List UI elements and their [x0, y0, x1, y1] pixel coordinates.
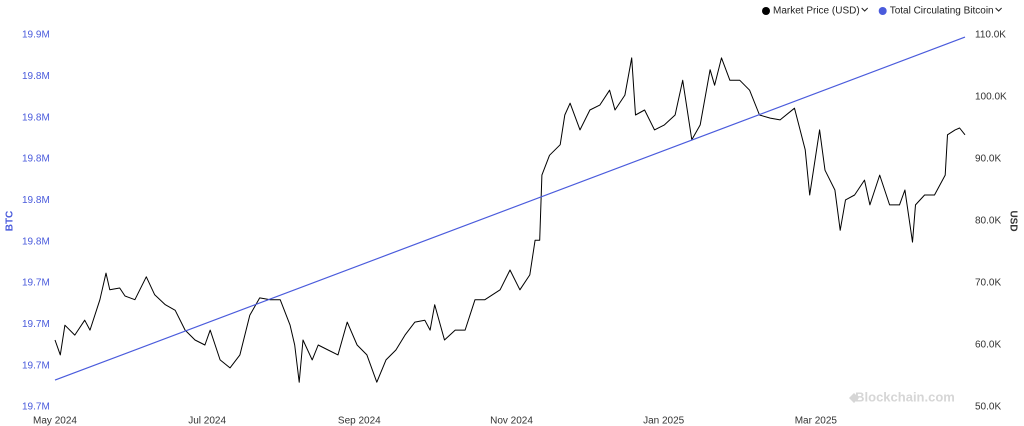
watermark-icon: [849, 393, 859, 403]
y-tick-label: 19.8M: [22, 71, 50, 82]
y2-tick-label: 60.0K: [975, 340, 1001, 351]
y2-tick-label: 110.0K: [975, 30, 1006, 41]
x-tick-label: Jan 2025: [643, 416, 685, 426]
y-tick-label: 19.7M: [22, 360, 50, 371]
x-tick-label: Sep 2024: [338, 416, 381, 426]
y-tick-label: 19.7M: [22, 278, 50, 289]
y-tick-label: 19.7M: [22, 402, 50, 413]
legend-chevron: [861, 7, 869, 12]
legend-label: Market Price (USD): [773, 6, 860, 17]
y-tick-label: 19.8M: [22, 236, 50, 247]
y-tick-label: 19.8M: [22, 195, 50, 206]
y2-axis-title: USD: [1007, 210, 1018, 231]
legend-chevron: [995, 7, 1002, 12]
y2-tick-label: 90.0K: [975, 154, 1001, 165]
legend-item[interactable]: Total Circulating Bitcoin: [878, 6, 1002, 17]
line-series: [54, 57, 966, 383]
y2-tick-label: 50.0K: [975, 402, 1001, 413]
x-tick-label: Nov 2024: [490, 416, 533, 426]
legend-item[interactable]: Market Price (USD): [762, 6, 869, 17]
y2-tick-label: 80.0K: [975, 216, 1001, 227]
legend: Market Price (USD) Total Circulating Bitc…: [762, 6, 1002, 17]
y-axis-title: BTC: [5, 211, 16, 232]
legend-swatch: [762, 7, 770, 15]
y-tick-label: 19.8M: [22, 112, 50, 123]
legend-label: Total Circulating Bitcoin: [890, 6, 994, 17]
legend-swatch: [878, 7, 887, 15]
y2-tick-label: 70.0K: [975, 278, 1001, 289]
x-tick-label: May 2024: [33, 416, 77, 426]
y2-tick-label: 100.0K: [975, 92, 1007, 103]
y-tick-label: 19.8M: [22, 154, 50, 165]
y-tick-label: 19.9M: [22, 30, 50, 41]
x-tick-label: Mar 2025: [795, 416, 838, 426]
watermark: Blockchain.com: [855, 389, 955, 404]
x-tick-label: Jul 2024: [188, 416, 226, 426]
y-tick-label: 19.7M: [22, 319, 50, 330]
line-series: [54, 36, 966, 381]
